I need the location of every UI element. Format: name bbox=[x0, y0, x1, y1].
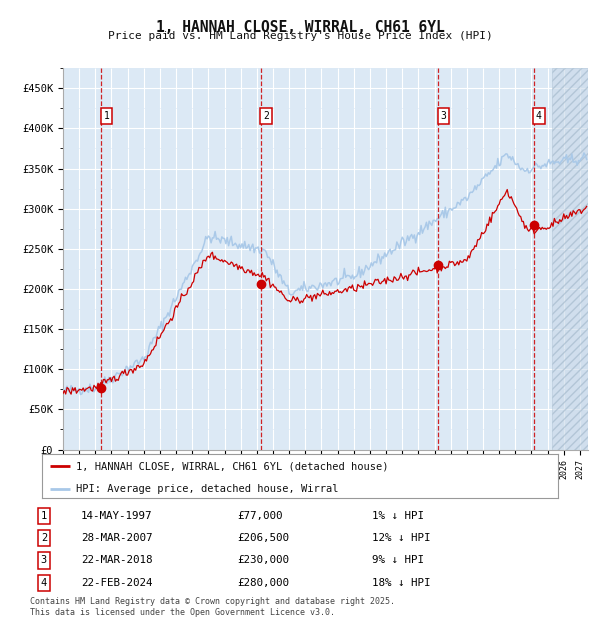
Text: 12% ↓ HPI: 12% ↓ HPI bbox=[372, 533, 431, 543]
Text: 28-MAR-2007: 28-MAR-2007 bbox=[81, 533, 152, 543]
Text: 22-FEB-2024: 22-FEB-2024 bbox=[81, 578, 152, 588]
Bar bbox=[553, 68, 588, 450]
Text: 1: 1 bbox=[41, 511, 47, 521]
Text: £230,000: £230,000 bbox=[237, 556, 289, 565]
Text: 2: 2 bbox=[41, 533, 47, 543]
Text: Price paid vs. HM Land Registry's House Price Index (HPI): Price paid vs. HM Land Registry's House … bbox=[107, 31, 493, 41]
Text: HPI: Average price, detached house, Wirral: HPI: Average price, detached house, Wirr… bbox=[76, 484, 338, 494]
Text: £280,000: £280,000 bbox=[237, 578, 289, 588]
Text: 22-MAR-2018: 22-MAR-2018 bbox=[81, 556, 152, 565]
Text: 3: 3 bbox=[440, 111, 446, 121]
Text: 1: 1 bbox=[104, 111, 110, 121]
Text: 3: 3 bbox=[41, 556, 47, 565]
Text: £77,000: £77,000 bbox=[237, 511, 283, 521]
Text: 1, HANNAH CLOSE, WIRRAL, CH61 6YL (detached house): 1, HANNAH CLOSE, WIRRAL, CH61 6YL (detac… bbox=[76, 461, 388, 471]
Text: 14-MAY-1997: 14-MAY-1997 bbox=[81, 511, 152, 521]
Text: 1, HANNAH CLOSE, WIRRAL, CH61 6YL: 1, HANNAH CLOSE, WIRRAL, CH61 6YL bbox=[155, 20, 445, 35]
Text: 9% ↓ HPI: 9% ↓ HPI bbox=[372, 556, 424, 565]
Text: 4: 4 bbox=[41, 578, 47, 588]
Text: 1% ↓ HPI: 1% ↓ HPI bbox=[372, 511, 424, 521]
Text: £206,500: £206,500 bbox=[237, 533, 289, 543]
Text: 2: 2 bbox=[263, 111, 269, 121]
Text: 4: 4 bbox=[536, 111, 542, 121]
Text: 18% ↓ HPI: 18% ↓ HPI bbox=[372, 578, 431, 588]
Text: Contains HM Land Registry data © Crown copyright and database right 2025.
This d: Contains HM Land Registry data © Crown c… bbox=[30, 598, 395, 617]
